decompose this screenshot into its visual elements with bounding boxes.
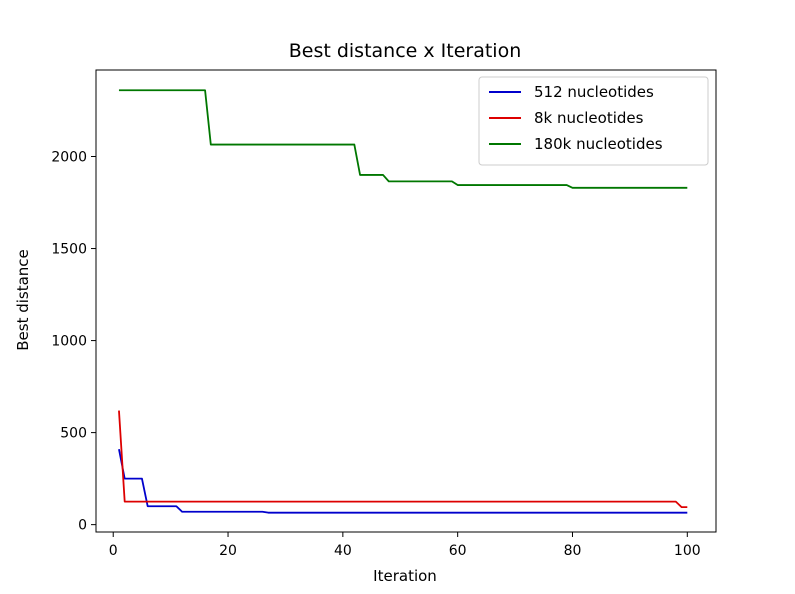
y-tick-label: 1500 — [51, 242, 87, 258]
y-tick-label: 2000 — [51, 150, 87, 166]
legend-label-3: 180k nucleotides — [534, 135, 663, 153]
y-axis-title: Best distance — [14, 249, 32, 351]
x-tick-label: 60 — [449, 543, 467, 559]
chart-title: Best distance x Iteration — [289, 40, 522, 62]
x-tick-label: 100 — [674, 543, 701, 559]
y-tick-label: 0 — [78, 518, 87, 534]
series-line-1 — [118, 448, 688, 514]
legend-label-1: 512 nucleotides — [534, 83, 654, 101]
x-tick-label: 80 — [564, 543, 582, 559]
x-axis-title: Iteration — [373, 567, 437, 585]
y-tick-label: 500 — [60, 426, 87, 442]
x-tick-label: 0 — [109, 543, 118, 559]
legend-label-2: 8k nucleotides — [534, 109, 644, 127]
x-tick-label: 40 — [334, 543, 352, 559]
series-line-2 — [118, 410, 688, 509]
x-tick-label: 20 — [219, 543, 237, 559]
series-line-3 — [118, 89, 688, 189]
legend-box — [478, 76, 709, 166]
legend: 512 nucleotides 8k nucleotides 180k nucleo… — [478, 76, 709, 166]
y-tick-label: 1000 — [51, 334, 87, 350]
plot-frame — [95, 69, 717, 533]
